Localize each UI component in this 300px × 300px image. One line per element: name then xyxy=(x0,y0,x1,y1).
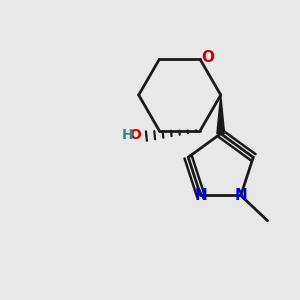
Text: O: O xyxy=(201,50,214,64)
Text: N: N xyxy=(235,188,247,203)
Polygon shape xyxy=(217,95,225,134)
Text: O: O xyxy=(129,128,141,142)
Text: N: N xyxy=(194,188,207,203)
Text: H: H xyxy=(122,128,134,142)
